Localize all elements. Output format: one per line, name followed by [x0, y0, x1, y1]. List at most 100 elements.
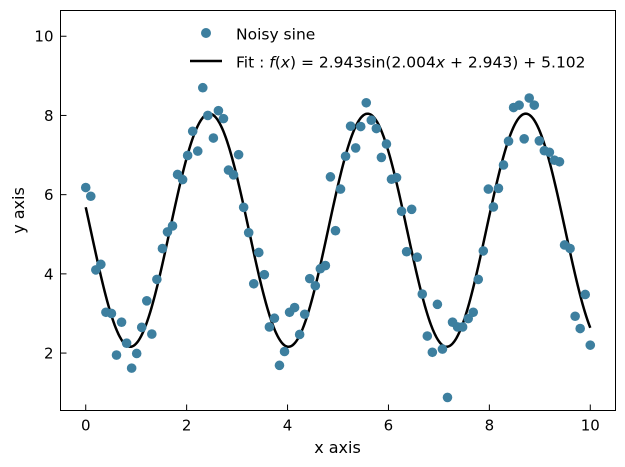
scatter-point [238, 202, 249, 213]
scatter-point [473, 274, 484, 285]
legend-marker-noisy-sine [201, 28, 211, 38]
x-tick-label: 2 [182, 417, 192, 435]
scatter-point [529, 100, 540, 110]
scatter-point [570, 311, 580, 322]
scatter-point [457, 322, 468, 332]
scatter-point [192, 146, 203, 156]
scatter-point [361, 97, 372, 108]
scatter-point [335, 184, 346, 194]
scatter-point [498, 160, 509, 170]
x-tick-label: 4 [283, 417, 293, 435]
y-tick-label: 10 [34, 28, 53, 46]
scatter-point [213, 105, 224, 116]
x-tick-label: 10 [581, 417, 600, 435]
scatter-point [279, 346, 290, 357]
scatter-point [96, 259, 106, 270]
x-axis-label: x axis [314, 438, 361, 457]
scatter-point [401, 246, 412, 257]
scatter-point [437, 344, 448, 354]
scatter-point [259, 269, 270, 280]
scatter-point [544, 147, 555, 158]
scatter-point [478, 246, 489, 256]
scatter-point [366, 115, 377, 125]
scatter-point [432, 299, 443, 310]
scatter-point [427, 347, 438, 358]
legend-fit-part: + 2.943) + 5.102 [445, 54, 585, 72]
scatter-point [264, 322, 275, 332]
scatter-point [182, 150, 193, 161]
legend-fit-part: x [280, 54, 291, 72]
legend-label-fit: Fit : f(x) = 2.943sin(2.004x + 2.943) + … [236, 54, 586, 72]
scatter-point [483, 184, 494, 194]
x-tick-label: 8 [485, 417, 495, 435]
scatter-point [177, 174, 188, 185]
scatter-point [85, 191, 96, 202]
scatter-point [111, 350, 122, 360]
x-tick-label: 6 [384, 417, 394, 435]
scatter-point [228, 170, 239, 180]
scatter-point [340, 151, 351, 162]
legend-fit-part: ( [275, 54, 281, 72]
axis-ticks: 0 2 4 6 8 10 2 4 6 8 10 [34, 28, 599, 435]
scatter-points [80, 82, 596, 403]
y-tick-label: 2 [44, 345, 54, 363]
y-axis-label: y axis [9, 187, 28, 234]
scatter-point [147, 329, 157, 339]
scatter-point [519, 134, 529, 144]
scatter-point [371, 123, 382, 134]
y-tick-label: 8 [44, 107, 54, 125]
scatter-point [157, 243, 168, 254]
scatter-point [330, 225, 341, 236]
scatter-point [493, 183, 504, 194]
scatter-point [243, 227, 254, 238]
scatter-point [131, 348, 142, 359]
scatter-point [325, 172, 336, 182]
scatter-point [218, 113, 229, 124]
scatter-point [350, 143, 361, 153]
scatter-point [554, 156, 565, 167]
scatter-point [488, 202, 499, 212]
scatter-point [203, 110, 213, 121]
scatter-point [197, 82, 208, 93]
scatter-point [274, 360, 285, 371]
scatter-point [304, 273, 315, 284]
scatter-point [253, 247, 264, 258]
scatter-point [126, 363, 137, 373]
scatter-point [187, 126, 198, 137]
scatter-point [534, 136, 545, 146]
scatter-point [116, 317, 127, 327]
scatter-point [524, 93, 535, 103]
scatter-point [417, 289, 428, 299]
scatter-point [141, 296, 152, 306]
legend-fit-part: f [269, 54, 277, 72]
scatter-point [320, 260, 331, 271]
scatter-point [580, 289, 591, 300]
scatter-point [376, 152, 387, 163]
scatter-point [80, 182, 91, 193]
x-tick-label: 0 [81, 417, 91, 435]
legend-fit-part: x [435, 54, 446, 72]
scatter-point [422, 331, 433, 341]
scatter-point [406, 204, 417, 215]
scatter-point [396, 206, 407, 217]
legend-fit-part: Fit : [236, 54, 269, 72]
scatter-point [355, 121, 366, 132]
scatter-point [136, 322, 147, 333]
scatter-point [310, 280, 321, 291]
scatter-point [299, 309, 310, 320]
scatter-point [233, 149, 244, 160]
scatter-point [585, 340, 596, 350]
legend: Noisy sine Fit : f(x) = 2.943sin(2.004x … [190, 26, 586, 72]
y-tick-label: 4 [44, 265, 54, 283]
scatter-point [345, 121, 356, 131]
scatter-point [442, 392, 453, 403]
scatter-point [121, 338, 132, 348]
scatter-point [248, 278, 259, 289]
legend-label-noisy-sine: Noisy sine [236, 26, 315, 44]
scatter-point [167, 221, 178, 231]
scatter-point [106, 308, 117, 319]
scatter-point [208, 133, 219, 143]
scatter-point [575, 323, 585, 334]
scatter-point [503, 136, 514, 146]
